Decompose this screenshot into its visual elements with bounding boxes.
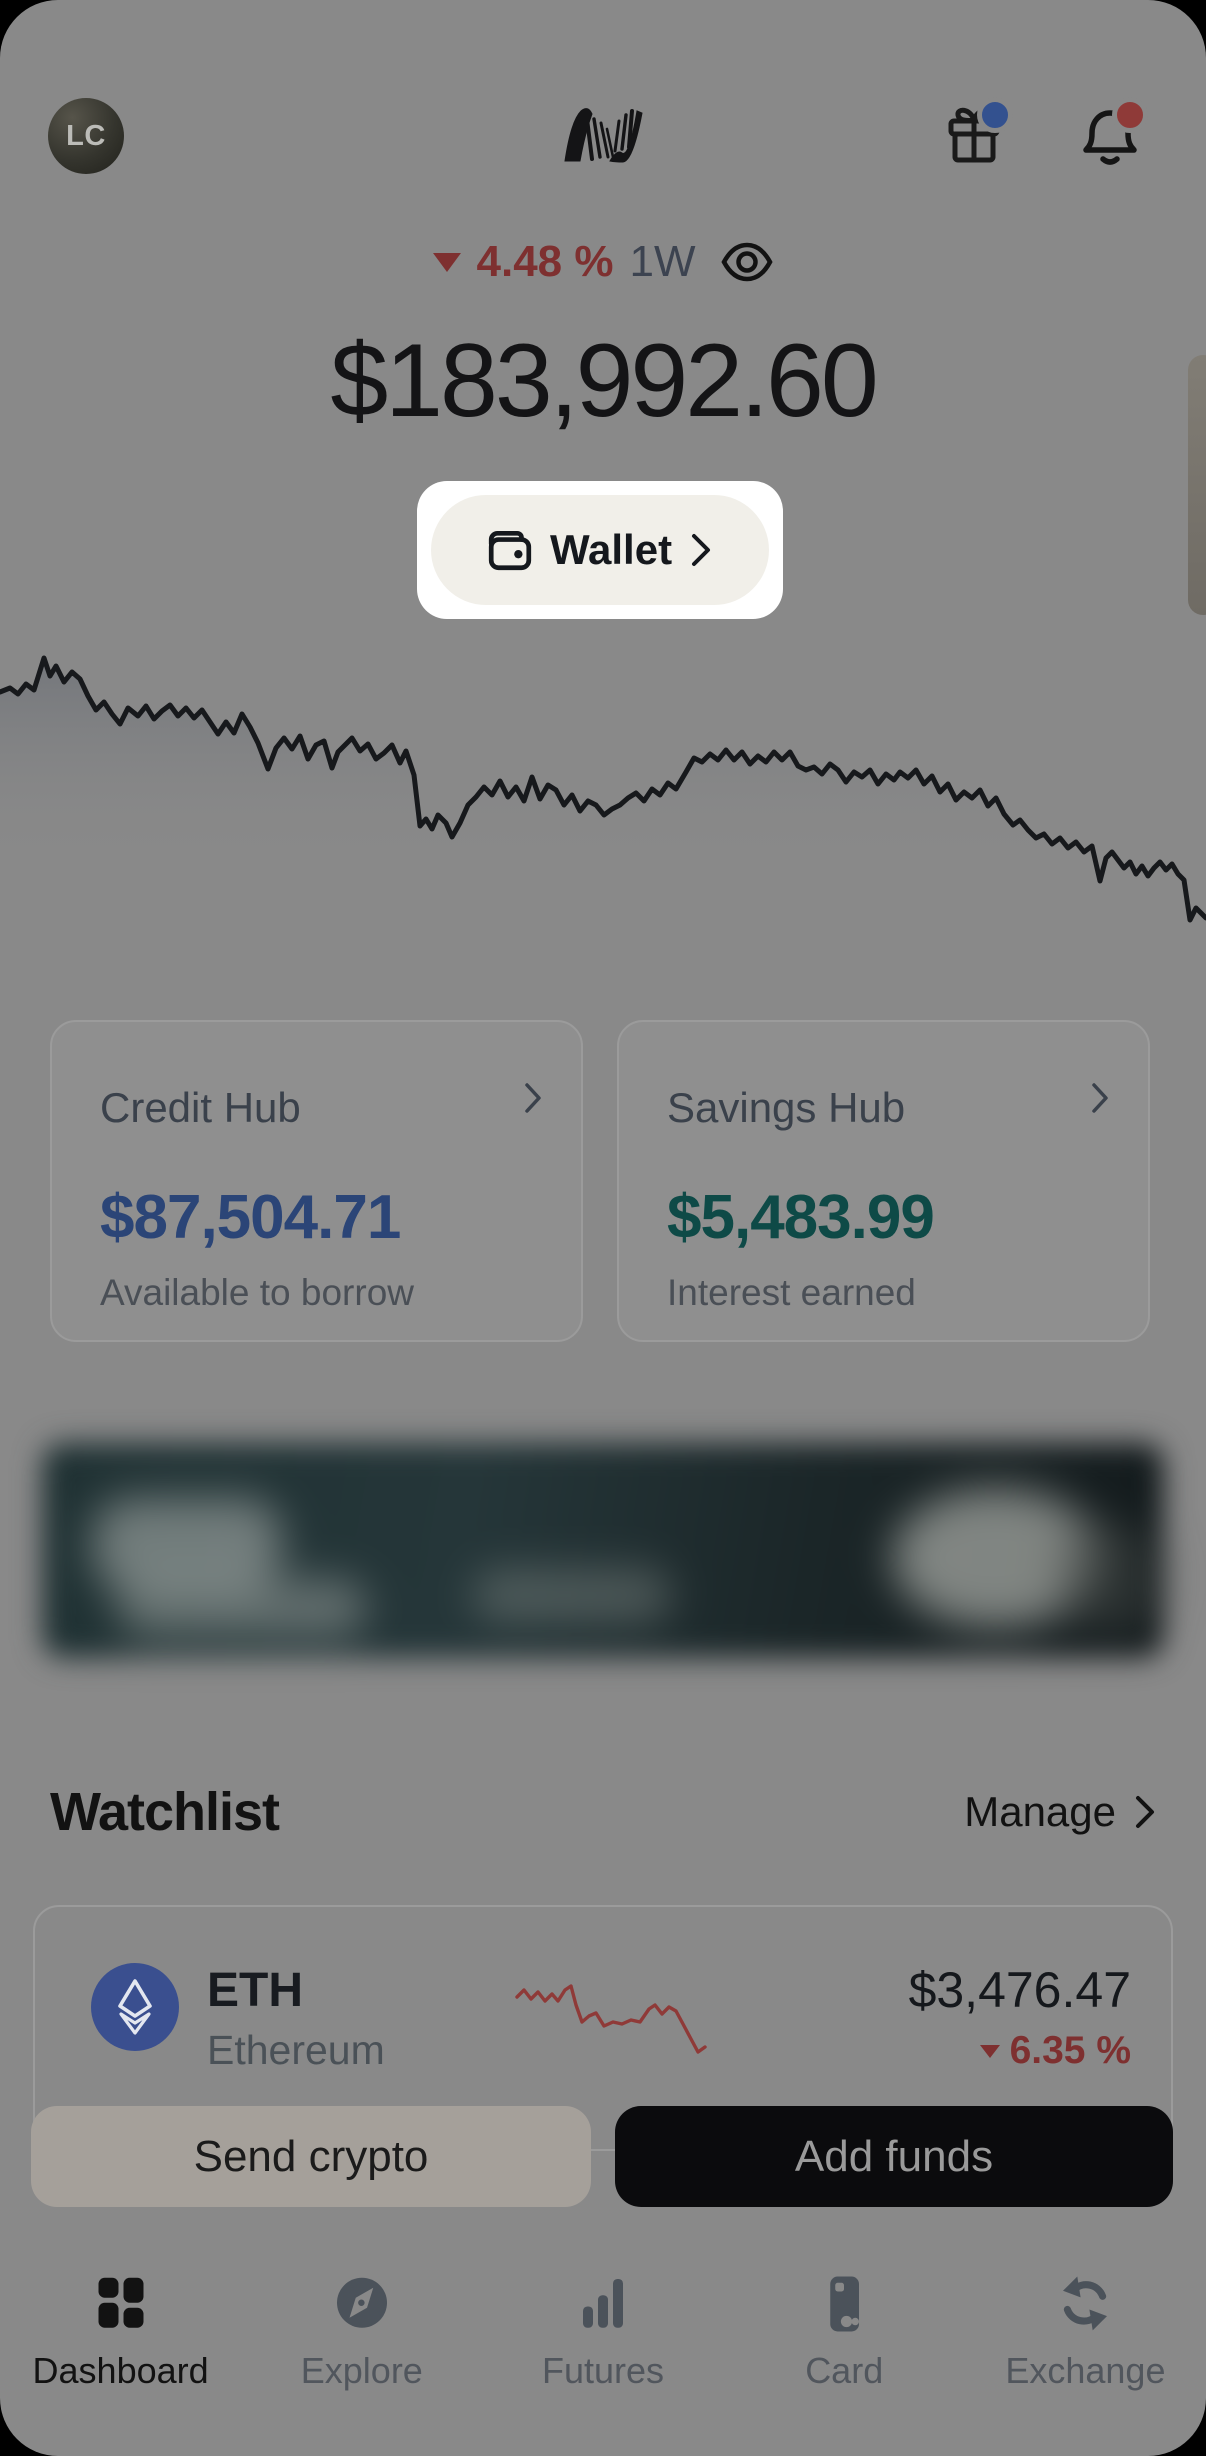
wallet-button-label: Wallet [549, 526, 673, 573]
credit-hub-amount: $87,504.71 [100, 1183, 401, 1252]
nexo-logo-icon [563, 107, 643, 163]
eth-coin-icon [91, 1963, 179, 2051]
futures-bars-icon [583, 2279, 623, 2328]
portfolio-balance: $183,992.60 [330, 323, 878, 439]
credit-hub-caption: Available to borrow [100, 1272, 414, 1313]
gift-badge-dot [977, 97, 1013, 133]
savings-hub-title: Savings Hub [667, 1084, 906, 1131]
nav-label: Card [805, 2350, 884, 2391]
portfolio-change-row: 4.48 % 1W [0, 236, 1206, 288]
exchange-arrows-icon [1063, 2276, 1108, 2331]
notifications-button[interactable] [1078, 97, 1148, 171]
nav-label: Explore [300, 2350, 423, 2391]
asset-name: Ethereum [207, 2027, 385, 2073]
asset-price: $3,476.47 [908, 1962, 1131, 2018]
avatar[interactable]: LC [48, 98, 124, 174]
wallet-icon [488, 530, 532, 571]
savings-hub-card[interactable]: Savings Hub $5,483.99 Interest earned [617, 1020, 1150, 1342]
chevron-right-icon [692, 534, 711, 566]
chart-line [0, 655, 1206, 923]
send-crypto-label: Send crypto [193, 2131, 429, 2181]
manage-label: Manage [964, 1788, 1116, 1835]
asset-change: 6.35 % [979, 2029, 1131, 2073]
wallet-button[interactable]: Wallet [431, 495, 769, 605]
add-funds-label: Add funds [794, 2131, 994, 2181]
rewards-gift-button[interactable] [943, 97, 1013, 171]
credit-hub-title: Credit Hub [100, 1084, 301, 1131]
nav-item-exchange[interactable]: Exchange [965, 2256, 1206, 2456]
watchlist-card: ETH Ethereum $3,476.47 6.35 % [33, 1905, 1173, 2151]
nav-label: Dashboard [32, 2350, 209, 2391]
down-triangle-icon [432, 252, 461, 272]
nav-item-dashboard[interactable]: Dashboard [0, 2256, 241, 2456]
portfolio-period[interactable]: 1W [629, 237, 696, 286]
dashboard-icon [98, 2277, 144, 2328]
eye-visibility-icon[interactable] [721, 242, 774, 282]
down-triangle-icon [979, 2044, 1000, 2058]
banner-blur-blob [472, 1568, 672, 1623]
asset-symbol: ETH [207, 1964, 303, 2017]
chevron-right-icon [525, 1083, 541, 1113]
watchlist-title: Watchlist [50, 1782, 280, 1842]
card-icon [830, 2276, 860, 2332]
banner-blur-blob [117, 1578, 367, 1638]
bell-badge-dot [1112, 97, 1148, 133]
wallet-spotlight: Wallet [417, 481, 783, 619]
nav-item-futures[interactable]: Futures [482, 2256, 723, 2456]
nav-item-explore[interactable]: Explore [241, 2256, 482, 2456]
promo-banner[interactable] [34, 1433, 1172, 1668]
nav-label: Exchange [1005, 2350, 1166, 2391]
asset-sparkline [515, 1984, 707, 2054]
send-crypto-button[interactable]: Send crypto [31, 2106, 591, 2207]
add-funds-button[interactable]: Add funds [615, 2106, 1173, 2207]
chevron-right-icon [1092, 1083, 1108, 1113]
portfolio-chart[interactable] [0, 648, 1206, 940]
watchlist-manage-button[interactable]: Manage [964, 1788, 1156, 1836]
nav-label: Futures [541, 2350, 665, 2391]
watchlist-header: Watchlist Manage [50, 1782, 1156, 1842]
banner-blur-blob [92, 1498, 282, 1593]
bottom-navigation: Dashboard Explore Futures [0, 2256, 1206, 2456]
avatar-initials: LC [66, 119, 106, 152]
scroll-indicator[interactable] [1188, 355, 1206, 615]
banner-blur-blob [1062, 1523, 1162, 1633]
credit-hub-card[interactable]: Credit Hub $87,504.71 Available to borro… [50, 1020, 583, 1342]
savings-hub-amount: $5,483.99 [667, 1183, 935, 1252]
chevron-right-icon [1136, 1796, 1154, 1828]
chart-fill [0, 658, 1206, 940]
portfolio-change-pct: 4.48 % [476, 237, 614, 286]
explore-compass-icon [336, 2277, 387, 2328]
promo-banner-background [42, 1443, 1164, 1658]
nav-item-card[interactable]: Card [724, 2256, 965, 2456]
savings-hub-caption: Interest earned [667, 1272, 916, 1313]
